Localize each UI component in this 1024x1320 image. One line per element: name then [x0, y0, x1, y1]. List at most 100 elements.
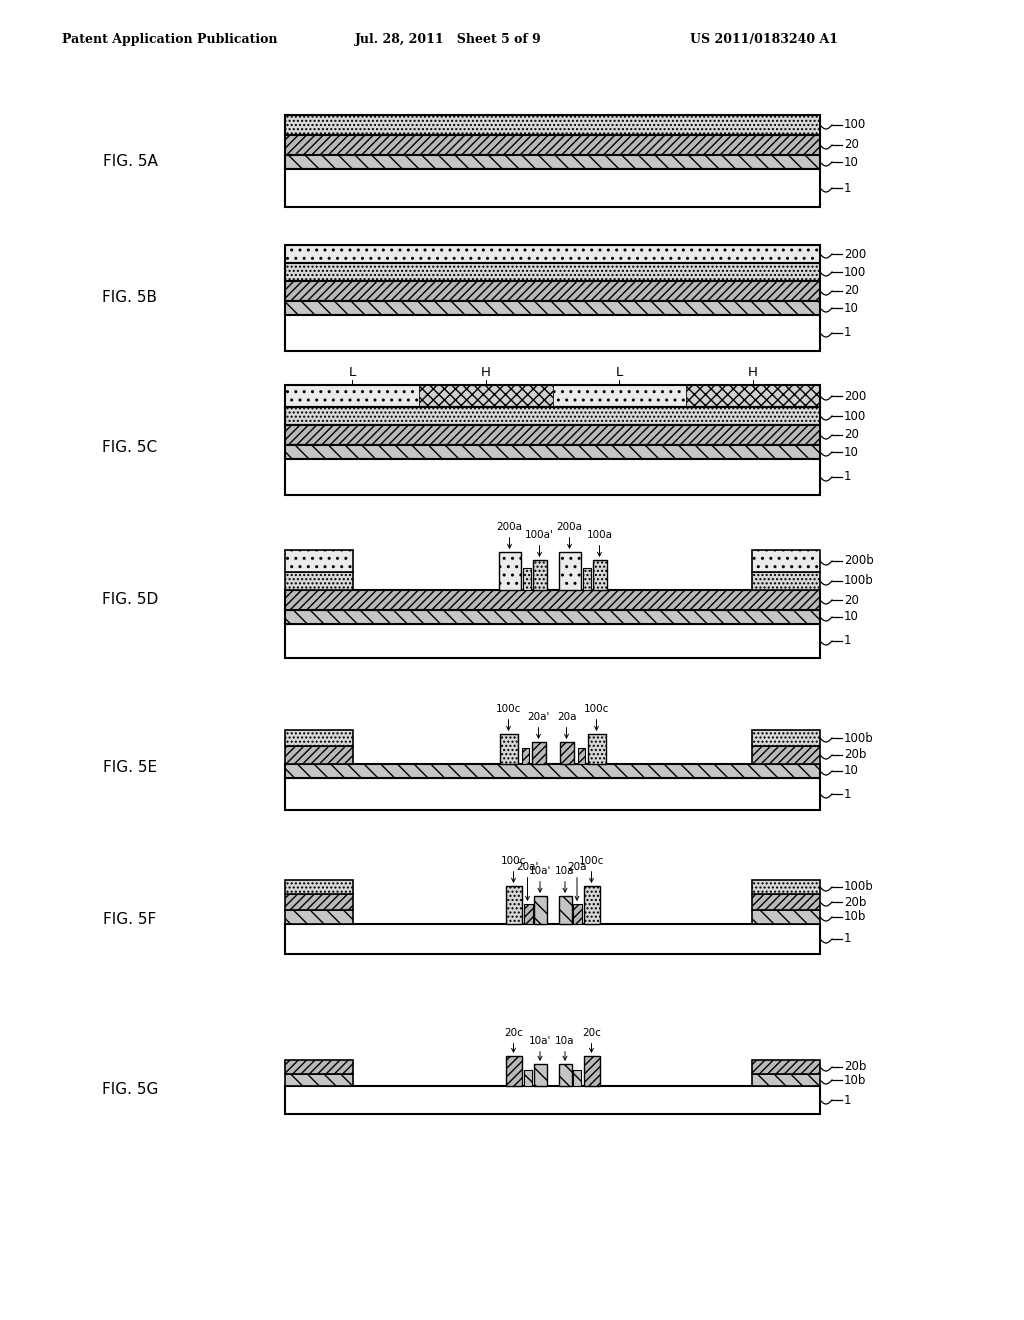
Bar: [285, 924, 820, 954]
Text: 200: 200: [844, 248, 866, 260]
Text: 20: 20: [844, 285, 859, 297]
Bar: [588, 734, 605, 764]
Text: 20a: 20a: [567, 862, 587, 900]
Bar: [583, 568, 591, 590]
Bar: [285, 610, 820, 624]
Text: 10: 10: [844, 610, 859, 623]
Bar: [584, 1056, 599, 1086]
Bar: [285, 407, 820, 425]
Bar: [584, 886, 599, 924]
Bar: [752, 909, 820, 924]
Bar: [553, 385, 686, 407]
Text: US 2011/0183240 A1: US 2011/0183240 A1: [690, 33, 838, 46]
Text: 100: 100: [844, 265, 866, 279]
Text: 10: 10: [844, 156, 859, 169]
Text: FIG. 5F: FIG. 5F: [103, 912, 157, 928]
Text: 100a': 100a': [525, 531, 554, 556]
Text: 20: 20: [844, 139, 859, 152]
Bar: [285, 385, 820, 407]
Bar: [285, 169, 820, 207]
Text: 100c: 100c: [496, 704, 521, 730]
Text: FIG. 5C: FIG. 5C: [102, 441, 158, 455]
Text: Patent Application Publication: Patent Application Publication: [62, 33, 278, 46]
Bar: [285, 315, 820, 351]
Bar: [285, 263, 820, 281]
Bar: [419, 385, 553, 407]
Text: 20: 20: [844, 429, 859, 441]
Text: 100c: 100c: [579, 855, 604, 882]
Bar: [285, 550, 353, 572]
Bar: [285, 115, 820, 135]
Bar: [534, 1064, 547, 1086]
Bar: [285, 730, 353, 746]
Text: 10a: 10a: [555, 866, 574, 892]
Text: 20b: 20b: [844, 895, 866, 908]
Text: H: H: [480, 366, 490, 379]
Bar: [285, 880, 353, 894]
Text: 200b: 200b: [844, 554, 873, 568]
Bar: [285, 154, 820, 169]
Bar: [285, 746, 353, 764]
Bar: [285, 590, 820, 610]
Bar: [285, 1074, 353, 1086]
Bar: [752, 730, 820, 746]
Bar: [752, 894, 820, 909]
Text: FIG. 5B: FIG. 5B: [102, 290, 158, 305]
Text: 10: 10: [844, 446, 859, 458]
Bar: [285, 459, 820, 495]
Text: Jul. 28, 2011   Sheet 5 of 9: Jul. 28, 2011 Sheet 5 of 9: [355, 33, 542, 46]
Text: 100b: 100b: [844, 731, 873, 744]
Text: FIG. 5G: FIG. 5G: [101, 1081, 158, 1097]
Bar: [285, 445, 820, 459]
Text: 100: 100: [844, 119, 866, 132]
Text: 10: 10: [844, 301, 859, 314]
Text: 10b: 10b: [844, 1073, 866, 1086]
Bar: [285, 777, 820, 810]
Text: 20c: 20c: [582, 1028, 601, 1052]
Bar: [285, 246, 820, 263]
Text: 20b: 20b: [844, 1060, 866, 1073]
Bar: [285, 572, 353, 590]
Text: 20b: 20b: [844, 748, 866, 762]
Text: 20a': 20a': [527, 711, 550, 738]
Text: 10a: 10a: [555, 1036, 574, 1060]
Text: 10: 10: [844, 764, 859, 777]
Text: 1: 1: [844, 635, 852, 648]
Text: 100c: 100c: [584, 704, 609, 730]
Bar: [532, 560, 547, 590]
Bar: [558, 1064, 571, 1086]
Text: FIG. 5E: FIG. 5E: [103, 759, 157, 775]
Bar: [578, 748, 585, 764]
Text: L: L: [615, 366, 623, 379]
Text: 1: 1: [844, 470, 852, 483]
Bar: [285, 909, 353, 924]
Bar: [499, 552, 520, 590]
Bar: [285, 301, 820, 315]
Bar: [285, 135, 820, 154]
Text: 1: 1: [844, 788, 852, 800]
Text: 100b: 100b: [844, 880, 873, 894]
Bar: [285, 385, 419, 407]
Bar: [752, 550, 820, 572]
Bar: [752, 746, 820, 764]
Bar: [506, 886, 521, 924]
Bar: [531, 742, 546, 764]
Bar: [558, 896, 571, 924]
Bar: [559, 742, 573, 764]
Text: 20c: 20c: [504, 1028, 523, 1052]
Text: L: L: [348, 366, 355, 379]
Bar: [558, 552, 581, 590]
Text: 1: 1: [844, 1093, 852, 1106]
Bar: [752, 1060, 820, 1074]
Bar: [573, 904, 582, 924]
Bar: [285, 1086, 820, 1114]
Text: FIG. 5D: FIG. 5D: [101, 593, 158, 607]
Bar: [573, 1071, 581, 1086]
Bar: [285, 894, 353, 909]
Text: 1: 1: [844, 326, 852, 339]
Bar: [686, 385, 820, 407]
Bar: [752, 572, 820, 590]
Bar: [506, 1056, 521, 1086]
Bar: [523, 1071, 531, 1086]
Text: FIG. 5A: FIG. 5A: [102, 153, 158, 169]
